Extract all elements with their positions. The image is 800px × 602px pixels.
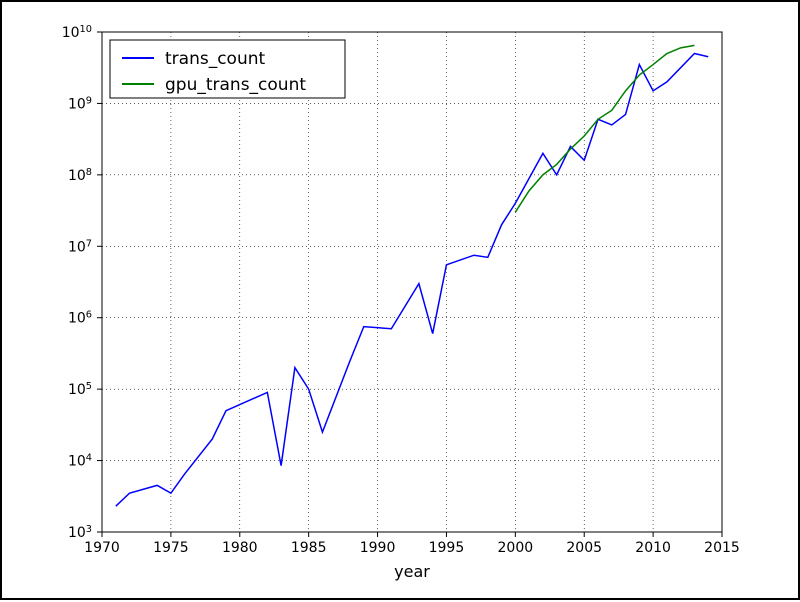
plot-border [102, 32, 722, 532]
x-axis-label: year [394, 562, 430, 581]
x-tick-label: 1975 [153, 540, 189, 556]
x-tick-label: 1970 [84, 540, 120, 556]
legend-label: gpu_trans_count [165, 75, 306, 95]
y-tick-label: 105 [68, 381, 92, 399]
x-tick-label: 1995 [429, 540, 465, 556]
x-tick-label: 2015 [704, 540, 740, 556]
x-tick-label: 2010 [635, 540, 671, 556]
legend-label: trans_count [165, 49, 266, 69]
y-tick-label: 104 [68, 452, 92, 470]
y-tick-label: 109 [68, 95, 92, 113]
y-tick-label: 1010 [62, 24, 92, 42]
y-tick-label: 103 [68, 524, 92, 542]
y-tick-label: 108 [68, 166, 92, 184]
y-tick-label: 107 [68, 238, 92, 256]
series-trans_count [116, 54, 708, 507]
x-tick-label: 1985 [291, 540, 327, 556]
x-tick-label: 1980 [222, 540, 258, 556]
series-gpu_trans_count [515, 45, 694, 212]
x-tick-label: 2005 [566, 540, 602, 556]
line-chart: 1970 1975 1980 1985 1990 1995 2000 2005 2010 2015… [2, 2, 800, 602]
x-tick-label: 2000 [498, 540, 534, 556]
x-tick-label: 1990 [360, 540, 396, 556]
y-tick-label: 106 [68, 309, 92, 327]
chart-frame: 1970 1975 1980 1985 1990 1995 2000 2005 2010 2015… [0, 0, 800, 600]
